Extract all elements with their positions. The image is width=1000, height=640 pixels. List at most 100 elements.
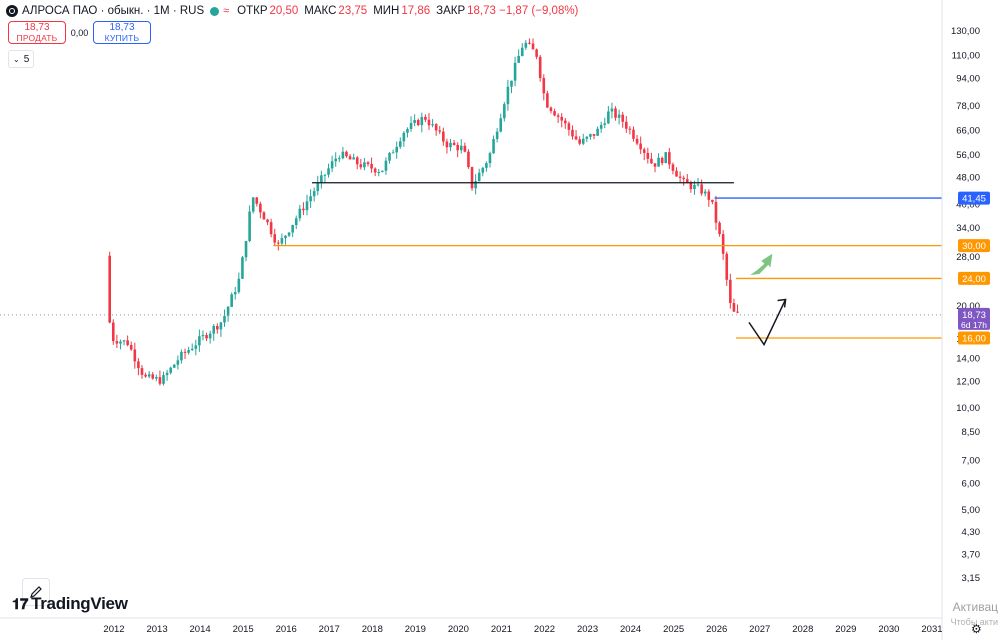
candle-body bbox=[653, 163, 657, 167]
indicators-count: 5 bbox=[23, 53, 30, 65]
candle-body bbox=[420, 116, 424, 126]
candle-body bbox=[316, 182, 320, 192]
x-tick-label: 2014 bbox=[190, 624, 211, 635]
x-tick-label: 2028 bbox=[792, 624, 813, 635]
candle-body bbox=[520, 47, 524, 56]
y-tick-label: 4,30 bbox=[962, 527, 981, 538]
candle-body bbox=[660, 157, 664, 164]
indicators-toggle-button[interactable]: ⌄ 5 bbox=[8, 50, 35, 68]
candle-body bbox=[348, 156, 352, 160]
candle-body bbox=[302, 208, 305, 211]
candle-body bbox=[549, 107, 553, 112]
tradingview-logo[interactable]: 𝟏𝟕 TradingView bbox=[12, 594, 128, 614]
sell-label: ПРОДАТЬ bbox=[16, 32, 58, 43]
symbol-logo-icon bbox=[6, 5, 18, 17]
candle-body bbox=[574, 136, 578, 140]
candle-body bbox=[671, 164, 675, 171]
candle-body bbox=[628, 128, 632, 130]
candle-body bbox=[108, 255, 111, 323]
candle-body bbox=[524, 42, 528, 48]
candle-body bbox=[675, 170, 678, 177]
candle-body bbox=[711, 199, 714, 202]
candle-body bbox=[459, 145, 463, 151]
candle-body bbox=[488, 153, 492, 164]
candle-body bbox=[596, 128, 599, 136]
y-tick-label: 130,00 bbox=[951, 26, 980, 37]
candle-body bbox=[721, 234, 725, 254]
spread-value: 0,00 bbox=[70, 27, 89, 38]
drawing-tool-button[interactable] bbox=[22, 578, 50, 606]
candle-body bbox=[122, 340, 126, 342]
market-status-icon[interactable] bbox=[210, 6, 220, 16]
candle-body bbox=[718, 222, 721, 235]
settings-gear-icon[interactable]: ⚙ bbox=[971, 622, 982, 636]
candle-body bbox=[280, 238, 284, 244]
buy-price: 18,73 bbox=[109, 21, 135, 33]
horizontal-levels bbox=[273, 182, 942, 339]
candle-body bbox=[585, 136, 589, 139]
candle-body bbox=[251, 197, 255, 212]
symbol-title[interactable]: АЛРОСА ПАО · обыкн. · 1М · RUS bbox=[22, 5, 205, 17]
candle-body bbox=[635, 138, 639, 144]
x-tick-label: 2013 bbox=[146, 624, 167, 635]
candle-body bbox=[556, 115, 560, 117]
candle-body bbox=[535, 49, 538, 57]
candle-body bbox=[144, 374, 147, 377]
candle-body bbox=[241, 257, 244, 279]
candlestick-series bbox=[0, 38, 942, 386]
candle-body bbox=[312, 191, 316, 197]
y-tick-label: 14,00 bbox=[956, 354, 980, 365]
candle-body bbox=[115, 341, 119, 344]
candle-body bbox=[696, 184, 700, 186]
candle-body bbox=[603, 123, 607, 125]
open-value: 20,50 bbox=[269, 5, 299, 17]
y-tick-label: 20,00 bbox=[956, 301, 980, 312]
candle-body bbox=[219, 322, 223, 330]
candle-body bbox=[642, 149, 646, 153]
x-tick-label: 2016 bbox=[276, 624, 297, 635]
candle-body bbox=[449, 142, 452, 148]
candle-body bbox=[291, 225, 294, 233]
candle-body bbox=[406, 128, 409, 133]
x-tick-label: 2031 bbox=[921, 624, 942, 635]
candle-body bbox=[298, 208, 302, 219]
candle-body bbox=[384, 160, 388, 171]
price-marker-badge bbox=[958, 271, 990, 285]
candle-body bbox=[546, 93, 549, 108]
candle-body bbox=[477, 172, 481, 182]
candle-body bbox=[126, 340, 129, 346]
y-tick-label: 40,00 bbox=[956, 199, 980, 210]
candle-body bbox=[277, 242, 280, 244]
candle-body bbox=[632, 129, 635, 139]
candle-body bbox=[363, 162, 366, 168]
candle-body bbox=[201, 335, 205, 337]
high-value: 23,75 bbox=[338, 5, 368, 17]
x-tick-label: 2015 bbox=[233, 624, 254, 635]
candle-body bbox=[190, 348, 194, 350]
candle-body bbox=[133, 349, 137, 362]
sell-button[interactable]: 18,73 ПРОДАТЬ bbox=[8, 21, 66, 44]
candle-body bbox=[431, 124, 434, 126]
candle-body bbox=[736, 311, 739, 313]
x-tick-label: 2020 bbox=[448, 624, 469, 635]
candle-body bbox=[147, 374, 151, 377]
y-tick-label: 28,00 bbox=[956, 252, 980, 263]
candle-body bbox=[341, 151, 345, 159]
tradingview-logo-text: TradingView bbox=[31, 594, 128, 613]
candle-body bbox=[689, 182, 693, 190]
buy-button[interactable]: 18,73 КУПИТЬ bbox=[93, 21, 151, 44]
candle-body bbox=[194, 345, 198, 349]
x-tick-label: 2024 bbox=[620, 624, 641, 635]
candle-body bbox=[269, 222, 273, 235]
candle-body bbox=[162, 375, 165, 384]
candle-body bbox=[542, 78, 546, 94]
candle-body bbox=[438, 130, 442, 132]
candle-body bbox=[463, 145, 467, 152]
candle-body bbox=[216, 325, 219, 330]
candle-body bbox=[230, 294, 233, 307]
candle-body bbox=[366, 162, 370, 164]
candle-body bbox=[427, 119, 431, 126]
candle-body bbox=[685, 179, 689, 183]
candle-body bbox=[151, 374, 155, 379]
